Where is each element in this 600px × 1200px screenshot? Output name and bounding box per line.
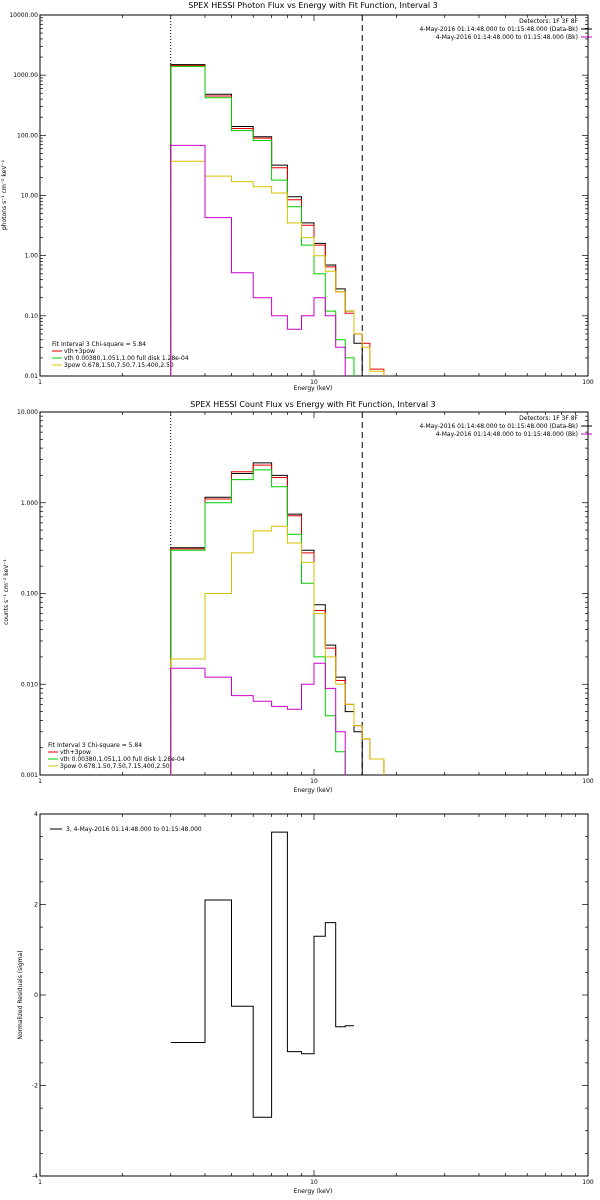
y-tick-label: 1.00 [25, 253, 39, 260]
chart-title: SPEX HESSI Photon Flux vs Energy with Fi… [188, 1, 438, 10]
header-data-interval: 4-May-2016 01:14:48.000 to 01:15:48.000 … [419, 423, 578, 430]
y-tick-label: -4 [32, 1173, 38, 1180]
legend-label-residual: 3, 4-May-2016 01:14:48.000 to 01:15:48.0… [66, 826, 202, 833]
legend-label-total: vth+3pow [64, 348, 95, 355]
x-axis-label: Energy (keV) [294, 787, 333, 794]
fit-label: Fit Interval 3 Chi-square = 5.84 [52, 341, 146, 348]
y-tick-label: 0.001 [21, 772, 38, 779]
x-tick-label: 10 [310, 778, 318, 785]
header-data-interval: 4-May-2016 01:14:48.000 to 01:15:48.000 … [419, 26, 578, 33]
y-tick-label: 0.10 [25, 313, 39, 320]
chart-title: SPEX HESSI Count Flux vs Energy with Fit… [190, 400, 435, 409]
x-tick-label: 1 [38, 379, 42, 386]
y-tick-label: -2 [32, 1083, 38, 1090]
x-axis-label: Energy (keV) [294, 1188, 333, 1195]
legend-label-vth: vth 0.00380,1.051,1.00 full disk 1.28e-0… [64, 355, 189, 362]
legend-label-pow: 3pow 0.678,1.50,7.50,7.15,400,2.50 [60, 763, 170, 770]
y-tick-label: 2 [34, 902, 38, 909]
header-bk-interval: 4-May-2016 01:14:48.000 to 01:15:48.000 … [436, 431, 578, 438]
y-tick-label: 10000.00 [9, 12, 38, 19]
series-step-background [170, 662, 346, 775]
y-tick-label: 0.010 [21, 681, 38, 688]
y-tick-label: 1000.00 [13, 72, 38, 79]
legend-label-vth: vth 0.00380,1.051,1.00 full disk 1.28e-0… [60, 756, 185, 763]
series-step-pow [170, 525, 385, 775]
x-tick-label: 1 [38, 1179, 42, 1186]
y-axis-label: photons s⁻¹ cm⁻² keV⁻¹ [1, 159, 8, 230]
legend-label-pow: 3pow 0.678,1.50,7.50,7.15,400,2.50 [64, 362, 174, 369]
x-tick-label: 100 [582, 379, 594, 386]
x-tick-label: 10 [310, 1179, 318, 1186]
y-tick-label: 4 [34, 811, 38, 818]
y-tick-label: 0.01 [25, 373, 39, 380]
series-step-data [170, 831, 354, 1118]
y-axis-label: Normalized Residuals (sigma) [17, 950, 24, 1039]
count-flux-chart: SPEX HESSI Count Flux vs Energy with Fit… [3, 400, 594, 794]
series-step-vth [170, 469, 346, 775]
legend-label-total: vth+3pow [60, 749, 91, 756]
series-step-background [170, 144, 346, 376]
x-tick-label: 10 [310, 379, 318, 386]
fit-label: Fit Interval 3 Chi-square = 5.84 [48, 742, 142, 749]
header-detectors: Detectors: 1F 3F 8F [519, 415, 578, 422]
x-tick-label: 100 [582, 1179, 594, 1186]
residuals-chart: Normalized Residuals (sigma) Energy (keV… [17, 811, 594, 1195]
header-bk-interval: 4-May-2016 01:14:48.000 to 01:15:48.000 … [436, 34, 578, 41]
x-axis-label: Energy (keV) [294, 385, 333, 392]
y-tick-label: 100.00 [17, 132, 38, 139]
y-tick-label: 10.00 [21, 193, 38, 200]
y-tick-label: 1.000 [21, 500, 38, 507]
series-step-pow [170, 160, 385, 376]
header-detectors: Detectors: 1F 3F 8F [519, 18, 578, 25]
y-tick-label: 0.100 [21, 591, 38, 598]
y-tick-label: 10.000 [17, 409, 38, 416]
x-tick-label: 100 [582, 778, 594, 785]
x-tick-label: 1 [38, 778, 42, 785]
y-tick-label: 0 [34, 992, 38, 999]
y-axis-label: counts s⁻¹ cm⁻² keV⁻¹ [3, 559, 10, 625]
series-step-vth [170, 65, 355, 376]
photon-flux-chart: SPEX HESSI Photon Flux vs Energy with Fi… [1, 1, 594, 392]
